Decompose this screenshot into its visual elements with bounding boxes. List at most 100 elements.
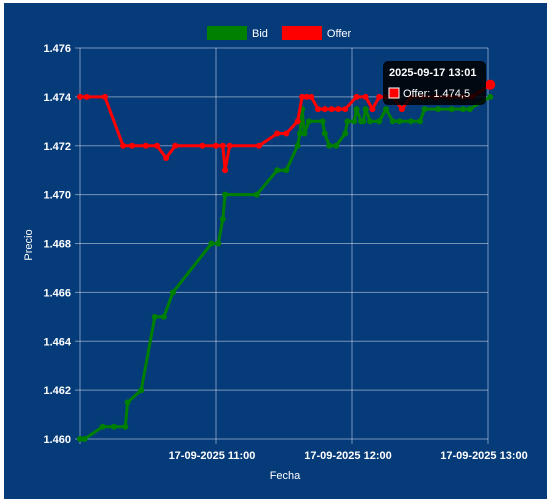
- y-tick-label: 1.470: [43, 190, 71, 202]
- data-point[interactable]: [351, 118, 358, 125]
- data-point[interactable]: [208, 240, 215, 247]
- data-point[interactable]: [215, 240, 222, 247]
- data-point[interactable]: [83, 93, 90, 100]
- series-bid: [77, 93, 494, 442]
- tooltip-title: 2025-09-17 13:01: [389, 67, 476, 79]
- data-point[interactable]: [398, 106, 405, 113]
- x-tick-label: 17-09-2025 12:00: [304, 450, 391, 462]
- data-point[interactable]: [299, 93, 306, 100]
- data-point[interactable]: [274, 167, 281, 174]
- data-point[interactable]: [407, 118, 414, 125]
- data-point[interactable]: [101, 93, 108, 100]
- hovered-point[interactable]: [485, 79, 496, 90]
- data-point[interactable]: [369, 106, 376, 113]
- data-point[interactable]: [321, 106, 328, 113]
- data-point[interactable]: [283, 167, 290, 174]
- legend-item-bid[interactable]: Bid: [207, 26, 268, 40]
- data-point[interactable]: [111, 423, 117, 430]
- data-point[interactable]: [283, 130, 290, 137]
- data-point[interactable]: [321, 130, 328, 137]
- data-point[interactable]: [460, 106, 467, 113]
- data-point[interactable]: [466, 106, 473, 113]
- data-point[interactable]: [303, 93, 310, 100]
- data-point[interactable]: [154, 142, 161, 149]
- data-point[interactable]: [448, 106, 455, 113]
- data-point[interactable]: [305, 118, 312, 125]
- data-point[interactable]: [199, 142, 206, 149]
- data-point[interactable]: [342, 130, 349, 137]
- data-point[interactable]: [163, 154, 170, 161]
- y-tick-label: 1.460: [43, 434, 71, 446]
- grid-lines: [75, 47, 489, 444]
- data-point[interactable]: [342, 106, 349, 113]
- data-point[interactable]: [256, 142, 263, 149]
- data-point[interactable]: [222, 167, 229, 174]
- data-point[interactable]: [333, 142, 340, 149]
- data-point[interactable]: [421, 106, 428, 113]
- data-point[interactable]: [138, 387, 145, 394]
- data-point[interactable]: [274, 130, 281, 137]
- data-point[interactable]: [296, 130, 303, 137]
- data-point[interactable]: [294, 118, 301, 125]
- tooltip-value: Offer: 1.474,5: [403, 88, 470, 100]
- y-tick-label: 1.468: [43, 239, 71, 251]
- data-point[interactable]: [353, 106, 360, 113]
- data-point[interactable]: [213, 142, 219, 149]
- x-axis-label: Fecha: [270, 470, 301, 482]
- data-point[interactable]: [344, 118, 351, 125]
- data-point[interactable]: [124, 399, 131, 406]
- data-point[interactable]: [301, 130, 308, 137]
- legend-label: Offer: [327, 28, 352, 40]
- data-point[interactable]: [122, 423, 129, 430]
- data-point[interactable]: [294, 142, 301, 149]
- tooltip-swatch: [388, 87, 400, 99]
- y-tick-label: 1.466: [43, 287, 71, 299]
- data-point[interactable]: [160, 313, 167, 320]
- data-point[interactable]: [362, 106, 369, 113]
- data-point[interactable]: [77, 93, 83, 100]
- data-point[interactable]: [219, 142, 226, 149]
- data-point[interactable]: [326, 142, 333, 149]
- data-point[interactable]: [77, 436, 83, 442]
- tooltip: 2025-09-17 13:01 Offer: 1.474,5: [383, 61, 496, 105]
- y-tick-label: 1.464: [43, 336, 71, 348]
- data-point[interactable]: [81, 436, 88, 442]
- data-point[interactable]: [120, 142, 127, 149]
- data-point[interactable]: [376, 118, 383, 125]
- data-point[interactable]: [396, 118, 403, 125]
- data-point[interactable]: [367, 118, 374, 125]
- data-point[interactable]: [383, 106, 389, 113]
- data-point[interactable]: [222, 191, 229, 198]
- data-point[interactable]: [151, 313, 158, 320]
- data-point[interactable]: [99, 423, 106, 430]
- data-point[interactable]: [435, 106, 442, 113]
- data-point[interactable]: [335, 106, 342, 113]
- chart-panel: 1.460 1.462 1.464 1.466 1.468 1.470 1.472 1.474…: [4, 3, 547, 499]
- series-layer: [77, 81, 494, 442]
- data-point[interactable]: [487, 93, 494, 100]
- x-tick-label: 17-09-2025 13:00: [440, 450, 527, 462]
- data-point[interactable]: [253, 191, 260, 198]
- x-axis-ticks: 17-09-2025 11:00 17-09-2025 12:00 17-09-20…: [169, 450, 528, 462]
- data-point[interactable]: [142, 142, 149, 149]
- data-point[interactable]: [353, 93, 360, 100]
- data-point[interactable]: [389, 118, 396, 125]
- legend-item-offer[interactable]: Offer: [281, 26, 352, 40]
- data-point[interactable]: [362, 93, 369, 100]
- data-point[interactable]: [315, 106, 321, 113]
- data-point[interactable]: [376, 93, 383, 100]
- data-point[interactable]: [417, 118, 423, 125]
- data-point[interactable]: [129, 142, 136, 149]
- legend[interactable]: Bid Offer: [207, 26, 351, 40]
- data-point[interactable]: [308, 93, 315, 100]
- y-tick-label: 1.472: [43, 141, 71, 153]
- y-tick-label: 1.476: [43, 43, 71, 55]
- data-point[interactable]: [172, 142, 179, 149]
- data-point[interactable]: [319, 118, 326, 125]
- data-point[interactable]: [169, 289, 176, 296]
- data-point[interactable]: [328, 106, 335, 113]
- data-point[interactable]: [219, 216, 226, 223]
- x-tick-label: 17-09-2025 11:00: [169, 450, 256, 462]
- data-point[interactable]: [226, 142, 233, 149]
- data-point[interactable]: [360, 118, 367, 125]
